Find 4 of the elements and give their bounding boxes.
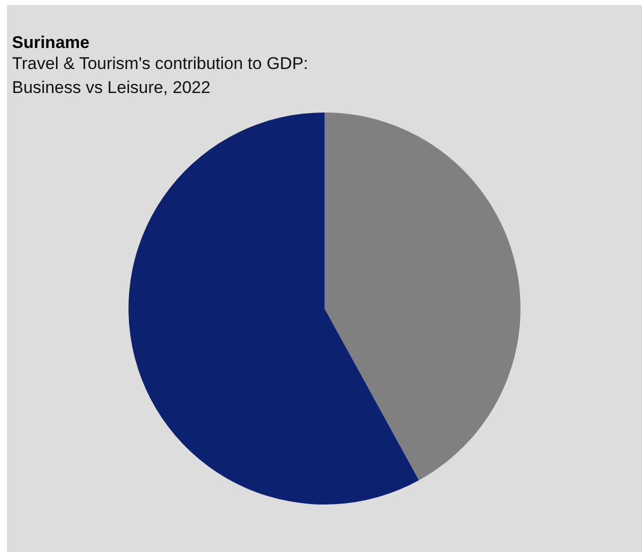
- chart-subtitle: Travel & Tourism's contribution to GDP: Business vs Leisure, 2022: [12, 54, 308, 97]
- pie-slice: [324, 112, 520, 480]
- pie-slice: [128, 112, 419, 504]
- chart-title: Suriname: [12, 33, 90, 52]
